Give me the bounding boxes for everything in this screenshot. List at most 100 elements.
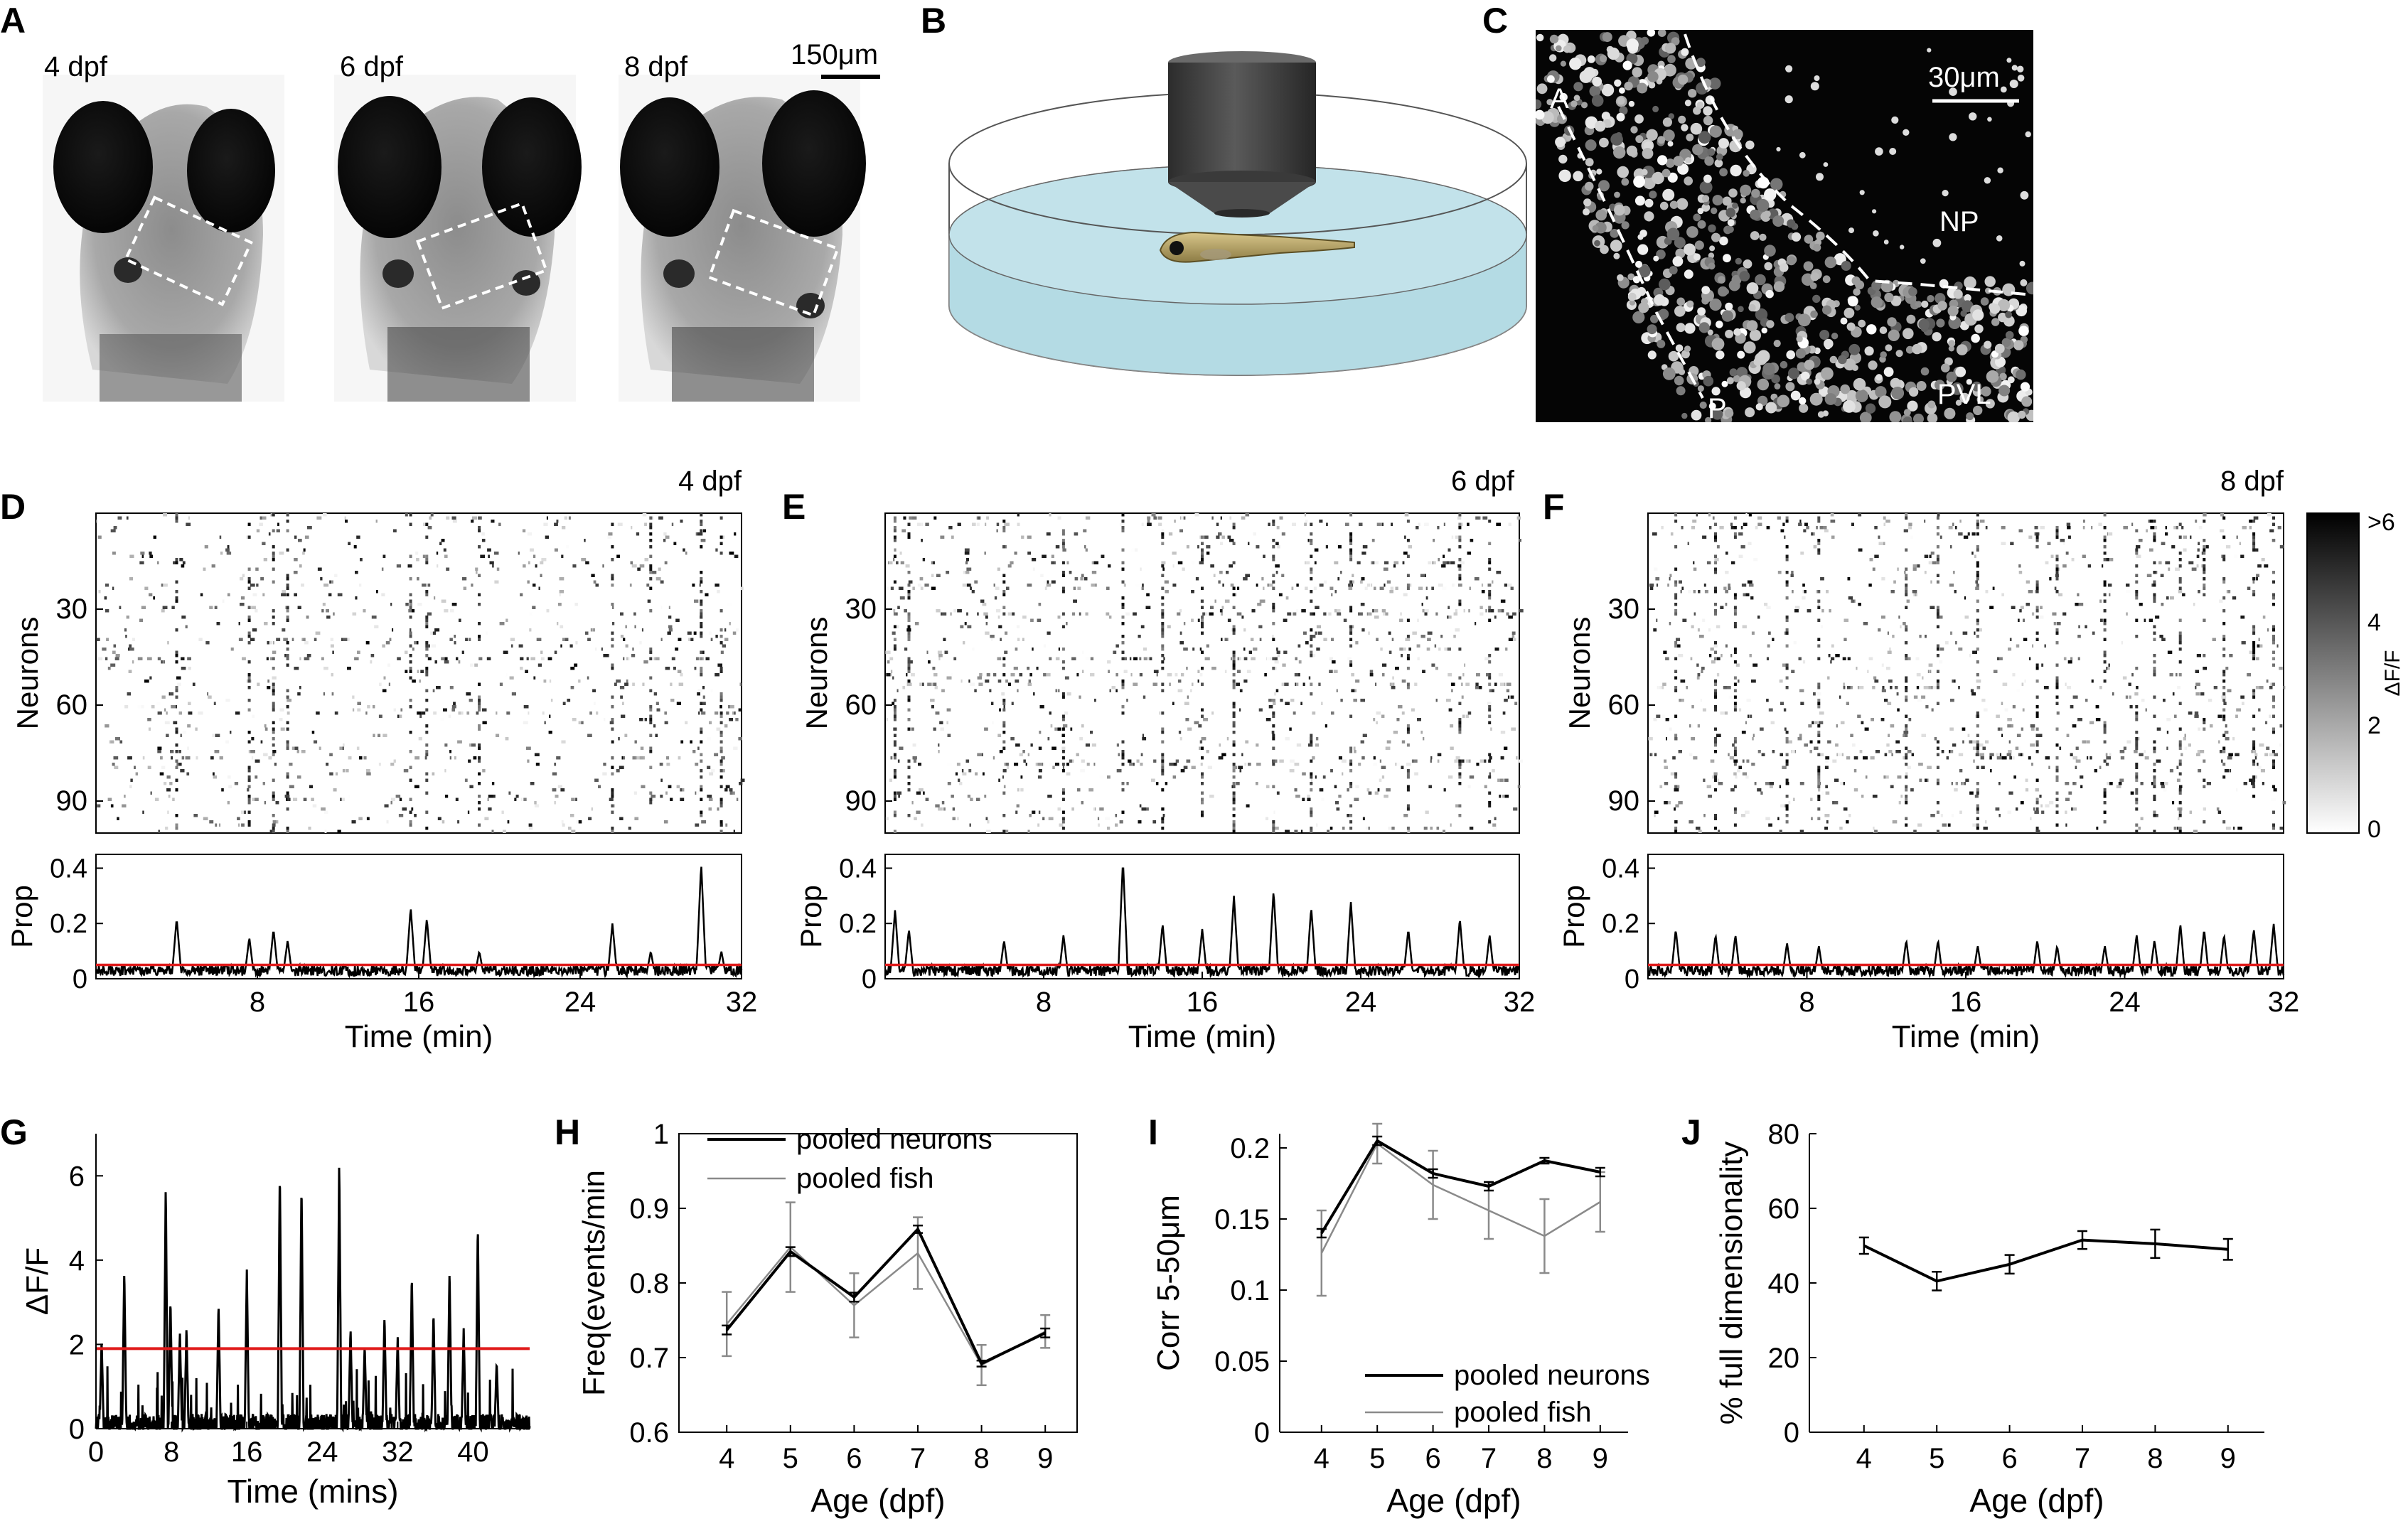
- raster-cell: [1279, 516, 1283, 520]
- cell-body: [1536, 33, 1544, 42]
- raster-cell: [449, 638, 453, 641]
- raster-cell: [1453, 612, 1458, 616]
- raster-cell: [444, 769, 446, 773]
- raster-cell: [992, 721, 994, 724]
- cell-body: [1796, 335, 1803, 343]
- raster-cell: [105, 724, 109, 728]
- raster-cell: [2028, 590, 2033, 594]
- raster-cell: [1489, 689, 1492, 692]
- raster-cell: [2072, 724, 2077, 728]
- raster-cell: [2220, 750, 2222, 753]
- cell-body: [1703, 115, 1713, 126]
- raster-cell: [175, 750, 178, 753]
- raster-cell: [1740, 526, 1743, 530]
- cell-body: [1721, 310, 1733, 322]
- raster-cell: [2103, 622, 2107, 625]
- raster-cell: [1084, 545, 1086, 549]
- raster-cell: [175, 766, 178, 769]
- raster-cell: [149, 552, 152, 555]
- raster-cell: [1071, 759, 1074, 763]
- raster-cell: [1061, 561, 1065, 564]
- raster-cell: [2050, 554, 2054, 558]
- raster-cell: [1294, 763, 1300, 766]
- raster-cell: [149, 676, 152, 680]
- raster-cell: [1061, 817, 1065, 820]
- raster-cell: [247, 795, 251, 798]
- raster-cell: [1310, 827, 1313, 830]
- raster-cell: [534, 753, 540, 756]
- raster-cell: [175, 561, 178, 564]
- raster-cell: [700, 731, 703, 734]
- raster-cell: [373, 705, 375, 709]
- raster-cell: [1452, 584, 1455, 587]
- raster-cell: [1733, 746, 1737, 750]
- raster-cell: [1887, 650, 1892, 654]
- raster-cell: [907, 759, 911, 763]
- cell-body: [1912, 343, 1922, 355]
- raster-cell: [492, 564, 494, 568]
- raster-cell: [1426, 648, 1430, 651]
- raster-cell: [286, 775, 289, 779]
- raster-cell: [893, 539, 897, 542]
- raster-cell: [1012, 612, 1015, 616]
- raster-cell: [1702, 708, 1706, 711]
- raster-cell: [1348, 586, 1353, 590]
- raster-cell: [1161, 817, 1165, 820]
- raster-cell: [1785, 628, 1789, 632]
- raster-cell: [425, 622, 429, 625]
- raster-cell: [628, 827, 631, 830]
- raster-cell: [472, 516, 477, 520]
- raster-cell: [2272, 571, 2275, 574]
- raster-cell: [907, 699, 911, 702]
- raster-cell: [371, 616, 377, 619]
- cell-body: [1966, 379, 1972, 385]
- raster-cell: [1174, 673, 1178, 677]
- raster-cell: [1516, 516, 1521, 520]
- cell-body: [1942, 190, 1949, 197]
- raster-cell: [1428, 561, 1432, 564]
- raster-cell: [1136, 759, 1140, 763]
- cell-body: [1927, 413, 1938, 422]
- raster-cell: [1296, 584, 1299, 587]
- raster-cell: [432, 772, 435, 775]
- raster-cell: [569, 814, 574, 817]
- raster-cell: [1197, 545, 1199, 549]
- raster-cell: [1716, 625, 1721, 628]
- raster-cell: [156, 702, 161, 705]
- raster-cell: [1256, 782, 1258, 785]
- raster-cell: [1061, 612, 1065, 616]
- raster-cell: [2222, 577, 2226, 581]
- raster-cell: [967, 795, 970, 798]
- raster-cell: [433, 711, 437, 715]
- raster-cell: [1842, 657, 1846, 660]
- raster-cell: [2161, 603, 2164, 606]
- raster-cell: [1955, 641, 1957, 645]
- raster-cell: [535, 564, 537, 568]
- cell-body: [1873, 230, 1879, 237]
- raster-cell: [567, 699, 571, 702]
- raster-cell: [449, 756, 451, 760]
- cell-body: [1770, 178, 1783, 190]
- raster-cell: [907, 522, 911, 526]
- raster-cell: [2203, 718, 2206, 721]
- raster-cell: [331, 580, 333, 584]
- raster-cell: [144, 586, 149, 590]
- raster-cell: [1161, 682, 1165, 686]
- raster-cell: [611, 718, 614, 721]
- raster-cell: [1458, 759, 1462, 763]
- raster-cell: [1844, 618, 1848, 622]
- raster-cell: [2252, 590, 2256, 594]
- raster-cell: [1354, 797, 1359, 801]
- raster-cell: [700, 545, 703, 549]
- raster-cell: [1161, 603, 1165, 606]
- raster-cell: [907, 663, 911, 667]
- raster-cell: [700, 673, 703, 677]
- raster-cell: [164, 708, 166, 711]
- x-tick-label: 16: [403, 987, 435, 1018]
- raster-cell: [979, 673, 983, 677]
- cell-body: [1799, 151, 1806, 159]
- cell-body: [1984, 177, 1991, 184]
- raster-cell: [1337, 609, 1341, 613]
- raster-cell: [554, 650, 557, 654]
- raster-cell: [1349, 644, 1353, 648]
